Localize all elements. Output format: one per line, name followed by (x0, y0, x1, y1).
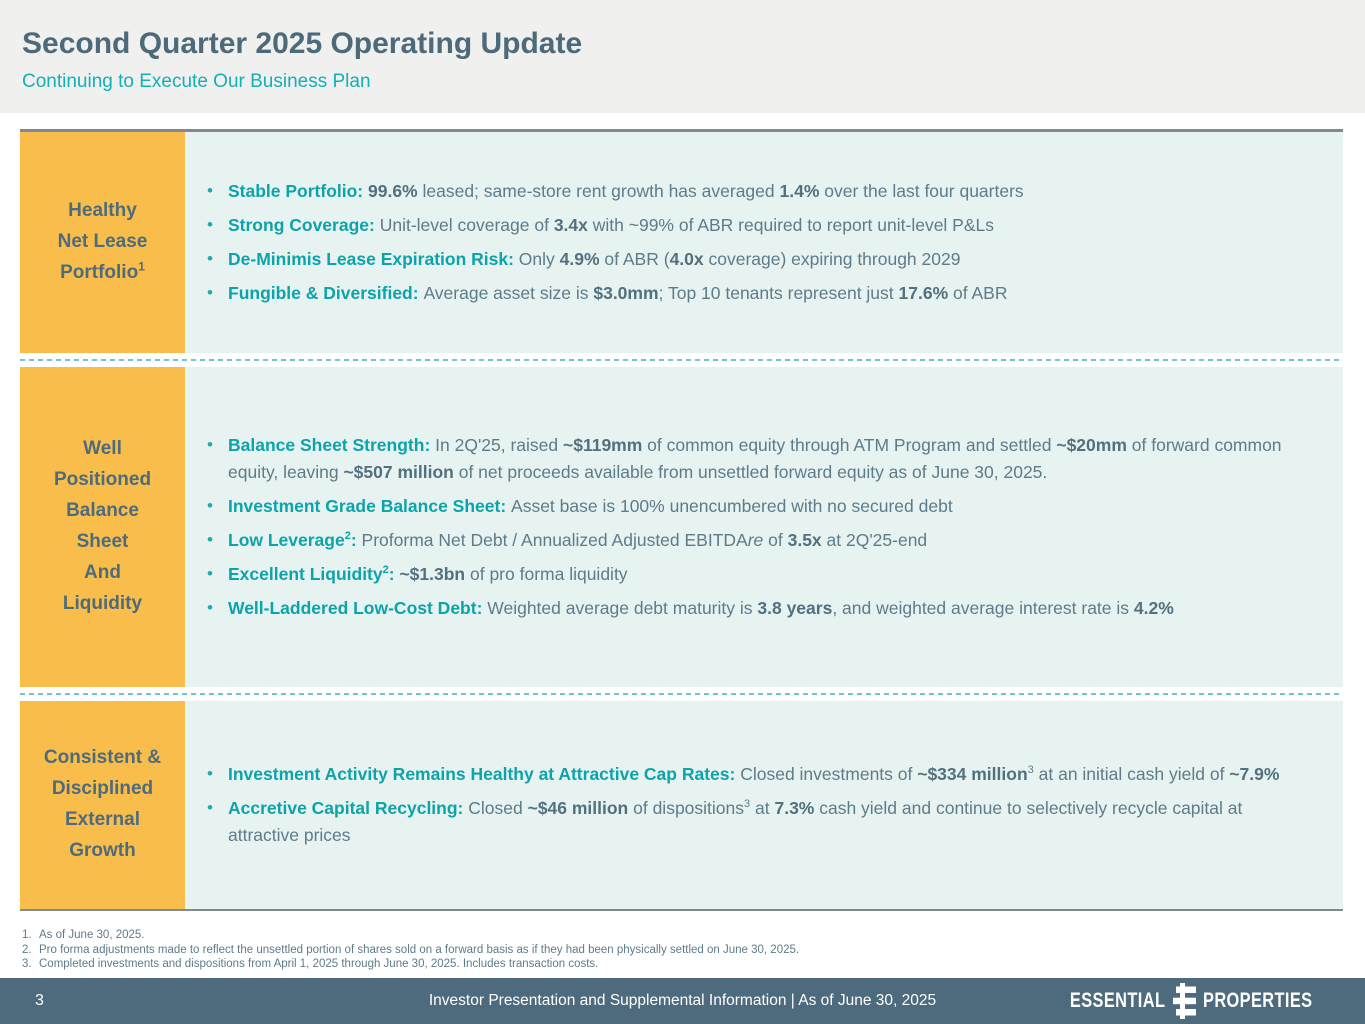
bullet-item: Investment Grade Balance Sheet: Asset ba… (205, 493, 1315, 520)
bullet-item: Well-Laddered Low-Cost Debt: Weighted av… (205, 595, 1315, 622)
logo-word-properties: PROPERTIES (1202, 989, 1313, 1012)
logo-word-essential: ESSENTIAL (1070, 989, 1166, 1012)
footnote-line: 3. Completed investments and dispositions… (22, 958, 599, 971)
bullet-item: Investment Activity Remains Healthy at A… (205, 761, 1315, 788)
bullet-item: Stable Portfolio: 99.6% leased; same-sto… (205, 178, 1315, 205)
row-divider (20, 353, 1343, 367)
bullet-item: Strong Coverage: Unit-level coverage of … (205, 212, 1315, 239)
page-number: 3 (35, 992, 44, 1009)
bullet-item: Excellent Liquidity2: ~$1.3bn of pro for… (205, 561, 1315, 588)
footnotes: 1. As of June 30, 2025. 2. Pro forma adjust… (22, 928, 799, 972)
bullet-item: Accretive Capital Recycling: Closed ~$46… (205, 795, 1315, 849)
slide-header: Second Quarter 2025 Operating Update Con… (0, 0, 1365, 113)
row-label: Healthy Net Lease Portfolio1 (20, 132, 185, 353)
footnote-line: 2. Pro forma adjustments made to reflect … (22, 943, 800, 956)
dashed-line (20, 359, 1343, 361)
page-title: Second Quarter 2025 Operating Update (22, 27, 583, 60)
row-content: Balance Sheet Strength: In 2Q'25, raised… (185, 367, 1343, 687)
row-divider (20, 687, 1343, 701)
page-subtitle: Continuing to Execute Our Business Plan (22, 71, 371, 92)
row-label: Consistent & Disciplined External Growth (20, 701, 185, 909)
row-label: Well Positioned Balance Sheet And Liquidity (20, 367, 185, 687)
bullet-item: Balance Sheet Strength: In 2Q'25, raised… (205, 432, 1315, 486)
footnote-line: 1. As of June 30, 2025. (22, 929, 145, 941)
row-content: Investment Activity Remains Healthy at A… (185, 701, 1343, 909)
bullet-item: Fungible & Diversified: Average asset si… (205, 280, 1315, 307)
logo-mark-icon (1172, 983, 1196, 1019)
company-logo: ESSENTIAL PROPERTIES (1043, 983, 1343, 1019)
footer-bar: 3 Investor Presentation and Supplemental… (0, 978, 1365, 1024)
bullet-item: De-Minimis Lease Expiration Risk: Only 4… (205, 246, 1315, 273)
dashed-line (20, 693, 1343, 695)
bullet-item: Low Leverage2: Proforma Net Debt / Annua… (205, 527, 1315, 554)
footer-caption: Investor Presentation and Supplemental I… (428, 992, 937, 1009)
row-content: Stable Portfolio: 99.6% leased; same-sto… (185, 132, 1343, 353)
